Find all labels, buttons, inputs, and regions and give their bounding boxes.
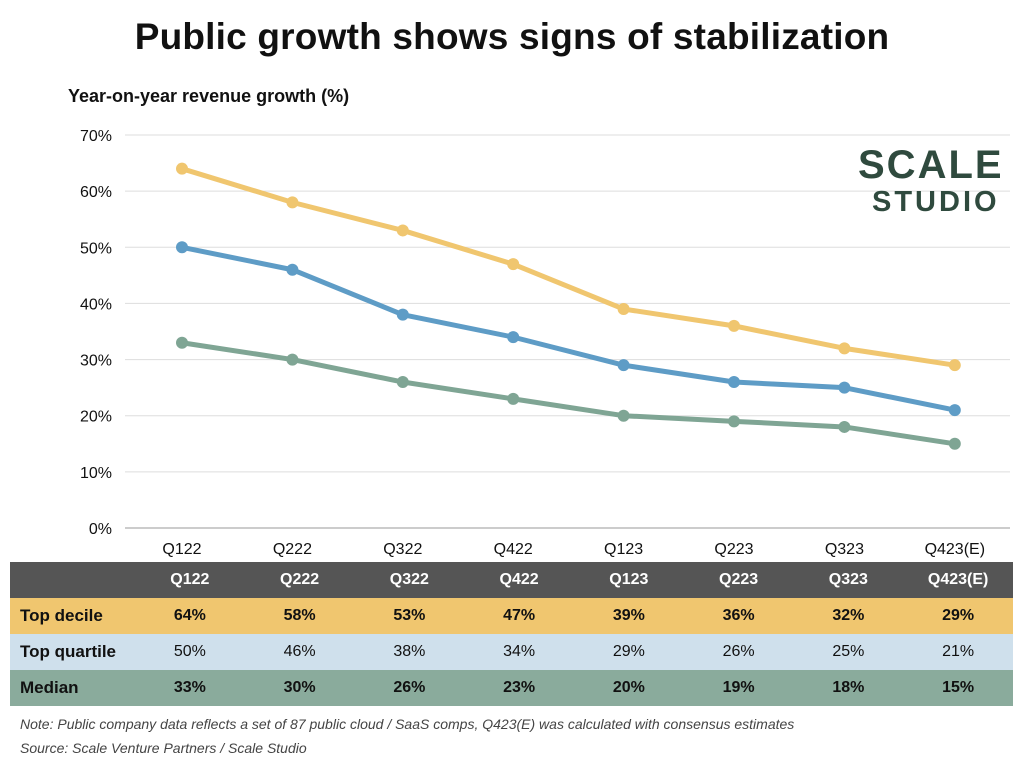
data-point [286, 196, 299, 209]
table-cell: 58% [244, 598, 355, 634]
data-point [286, 263, 299, 276]
y-tick-label: 10% [80, 465, 112, 482]
table-row-median: Median 33% 30% 26% 23% 20% 19% 18% 15% [10, 670, 1013, 706]
table-header-cell: Q423(E) [903, 562, 1013, 598]
row-label: Median [10, 670, 135, 706]
y-tick-label: 0% [89, 521, 112, 538]
data-point [507, 258, 520, 271]
x-tick-label: Q322 [383, 541, 422, 558]
table-cell: 33% [135, 670, 245, 706]
data-point [396, 224, 409, 237]
data-point [617, 359, 630, 372]
source-note: Source: Scale Venture Partners / Scale S… [20, 740, 307, 756]
table-row-top-decile: Top decile 64% 58% 53% 47% 39% 36% 32% 2… [10, 598, 1013, 634]
table-cell: 38% [354, 634, 465, 670]
table-cell: 20% [574, 670, 684, 706]
table-cell: 25% [793, 634, 904, 670]
table-header-row: Q122 Q222 Q322 Q422 Q123 Q223 Q323 Q423(… [10, 562, 1013, 598]
x-tick-label: Q222 [273, 541, 312, 558]
table-cell: 29% [903, 598, 1013, 634]
table-row-top-quartile: Top quartile 50% 46% 38% 34% 29% 26% 25%… [10, 634, 1013, 670]
y-tick-label: 60% [80, 184, 112, 201]
table-cell: 15% [903, 670, 1013, 706]
data-point [728, 319, 740, 332]
table-header-cell: Q322 [354, 562, 465, 598]
data-point [948, 437, 961, 450]
data-point [396, 308, 409, 321]
x-tick-label: Q323 [825, 541, 864, 558]
x-tick-label: Q122 [162, 541, 201, 558]
table-header-cell: Q223 [683, 562, 794, 598]
data-point [176, 162, 188, 175]
table-cell: 21% [903, 634, 1013, 670]
table-cell: 39% [574, 598, 684, 634]
line-chart: 0% 10% 20% 30% 40% 50% 60% 70% Q122 Q222 Q322 Q422 Q… [80, 128, 1010, 558]
table-cell: 47% [464, 598, 574, 634]
y-tick-label: 40% [80, 296, 112, 313]
table-cell: 53% [354, 598, 465, 634]
data-point [728, 415, 740, 428]
data-point [617, 303, 630, 316]
y-tick-label: 30% [80, 353, 112, 370]
data-point [176, 336, 188, 349]
series-line [179, 244, 958, 413]
table-cell: 36% [683, 598, 794, 634]
data-point [286, 353, 299, 366]
table-header-cell: Q323 [793, 562, 904, 598]
footnote: Note: Public company data reflects a set… [20, 716, 795, 732]
row-label: Top decile [10, 598, 135, 634]
table-header-cell: Q123 [574, 562, 684, 598]
chart-title: Public growth shows signs of stabilizati… [134, 16, 890, 57]
data-point [507, 392, 520, 405]
y-tick-label: 70% [80, 128, 112, 145]
data-point [176, 241, 188, 254]
row-label: Top quartile [10, 634, 135, 670]
logo-line2: STUDIO [872, 186, 1000, 218]
table-cell: 50% [135, 634, 245, 670]
y-axis-label: Year-on-year revenue growth (%) [68, 86, 350, 106]
table-header-corner [10, 562, 135, 598]
x-tick-label: Q423(E) [925, 541, 985, 558]
data-point [838, 420, 851, 433]
x-tick-label: Q223 [714, 541, 753, 558]
data-point [838, 381, 851, 394]
table-cell: 30% [244, 670, 355, 706]
table-cell: 29% [574, 634, 684, 670]
data-point [838, 342, 851, 355]
data-point [948, 359, 961, 372]
table-cell: 64% [135, 598, 245, 634]
table-cell: 26% [683, 634, 794, 670]
data-point [396, 376, 409, 389]
logo-line1: SCALE [858, 143, 1004, 187]
table-cell: 19% [683, 670, 794, 706]
x-tick-label: Q422 [494, 541, 533, 558]
table-cell: 46% [244, 634, 355, 670]
table-cell: 23% [464, 670, 574, 706]
x-tick-label: Q123 [604, 541, 643, 558]
table-cell: 34% [464, 634, 574, 670]
data-point [507, 331, 520, 344]
y-tick-label: 20% [80, 409, 112, 426]
data-point [728, 376, 740, 389]
table-cell: 26% [354, 670, 465, 706]
data-table: Q122 Q222 Q322 Q422 Q123 Q223 Q323 Q423(… [10, 562, 1013, 706]
table-header-cell: Q122 [135, 562, 245, 598]
data-point [617, 409, 630, 422]
series-line [179, 166, 958, 368]
table-cell: 32% [793, 598, 904, 634]
table-header-cell: Q222 [244, 562, 355, 598]
table-header-cell: Q422 [464, 562, 574, 598]
series-line [179, 340, 958, 447]
table-cell: 18% [793, 670, 904, 706]
scale-studio-logo: SCALE STUDIO [858, 143, 1018, 217]
data-point [948, 404, 961, 417]
y-tick-label: 50% [80, 240, 112, 257]
